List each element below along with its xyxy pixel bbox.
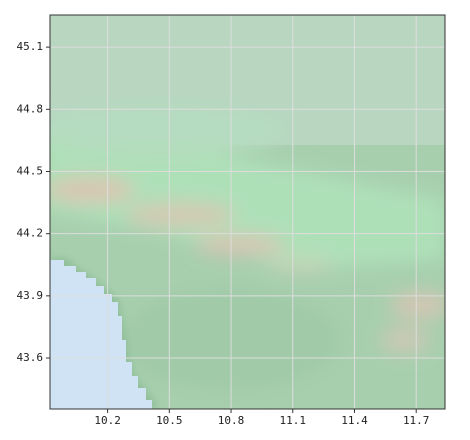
y-tick-label: 44.2 <box>17 227 44 240</box>
x-tick-label: 10.8 <box>218 414 245 427</box>
plot-frame <box>49 14 446 410</box>
y-tick-label: 43.6 <box>17 351 44 364</box>
y-tick-label: 45.1 <box>17 40 44 53</box>
x-tick-label: 10.5 <box>156 414 183 427</box>
axes: 10.2 10.5 10.8 11.1 11.4 11.7 43.6 43.9 44.2 44.5… <box>17 15 445 427</box>
y-tick-label: 43.9 <box>17 289 44 302</box>
x-tick-label: 11.1 <box>280 414 307 427</box>
y-tick-label: 44.8 <box>17 102 44 115</box>
x-tick-label: 10.2 <box>94 414 121 427</box>
x-tick-label: 11.7 <box>403 414 430 427</box>
x-tick-label: 11.4 <box>341 414 368 427</box>
terrain <box>50 15 445 409</box>
y-tick-label: 44.5 <box>17 164 44 177</box>
